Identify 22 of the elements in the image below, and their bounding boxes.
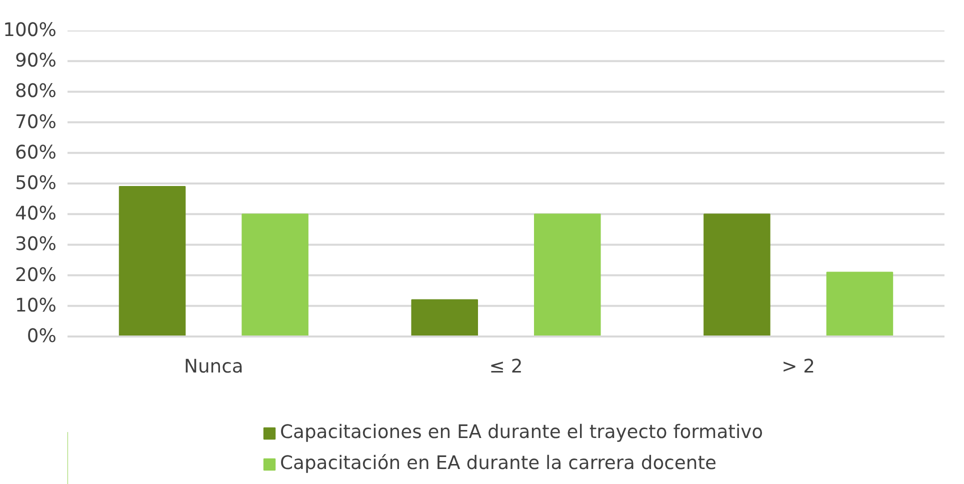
y-tick-label: 60%: [15, 142, 56, 164]
bar: [704, 214, 770, 336]
bar: [118, 186, 186, 336]
bar: [534, 214, 601, 336]
y-tick-label: 10%: [15, 295, 56, 316]
y-tick-label: 0%: [26, 326, 57, 347]
y-tick-label: 50%: [15, 173, 56, 194]
y-tick-label: 30%: [15, 234, 56, 256]
bar: [242, 214, 308, 336]
y-tick-label: 20%: [15, 264, 56, 286]
bar: [826, 272, 894, 336]
y-tick-label: 70%: [15, 112, 56, 133]
legend-label: Capacitaciones en EA durante el trayecto formativo: [280, 422, 764, 443]
legend-label: Capacitación en EA durante la carrera docente: [280, 453, 717, 474]
x-tick-label: Nunca: [184, 356, 244, 378]
y-tick-label: 40%: [15, 204, 56, 225]
y-tick-label: 100%: [3, 20, 57, 41]
x-tick-label: ≤ 2: [489, 356, 523, 378]
x-tick-label: > 2: [782, 356, 816, 378]
bar: [411, 299, 478, 336]
y-tick-label: 80%: [15, 81, 56, 102]
y-tick-label: 90%: [15, 50, 56, 72]
